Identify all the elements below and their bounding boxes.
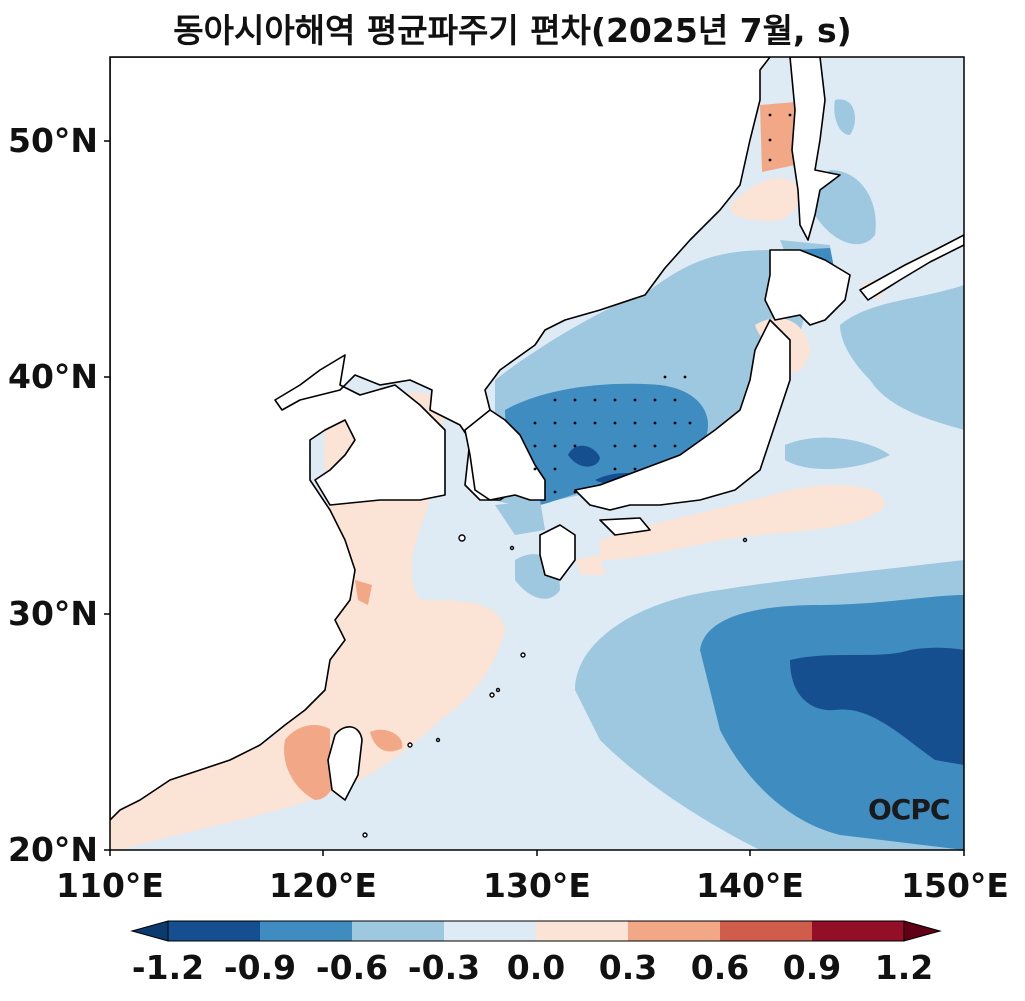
lon-tick-label: 130°E [483, 866, 591, 905]
colorbar-extend-right [903, 920, 942, 942]
map-title: 동아시아해역 평균파주기 편차(2025년 7월, s) [173, 11, 852, 50]
colorbar-bin [720, 921, 812, 941]
pacific-band-m12 [790, 647, 964, 765]
colorbar-bin [536, 921, 628, 941]
taiwan [327, 726, 363, 801]
colorbar-bin [444, 921, 536, 941]
eastsea-band-m09 [505, 383, 708, 505]
lat-tick-label: 40°N [8, 357, 99, 396]
colorbar-bin [352, 921, 444, 941]
lon-tick-label: 150°E [901, 866, 1009, 905]
lon-tick-label: 120°E [269, 866, 377, 905]
eastsea-band-m12 [568, 445, 600, 467]
lat-tick-label: 20°N [8, 830, 99, 869]
korean-peninsula [464, 409, 546, 501]
colorbar-bin [812, 921, 904, 941]
pacific-east-blue [840, 285, 964, 430]
colorbar-tick-label: -0.6 [315, 948, 389, 987]
colorbar-bin [260, 921, 352, 941]
colorbar-tick-label: -0.9 [223, 948, 297, 987]
kuril-island [859, 234, 964, 301]
honshu [574, 319, 791, 511]
yellowsea-band-p03 [110, 392, 505, 850]
colorbar-tick-label: 0.0 [506, 948, 566, 987]
colorbar-tick-label: -1.2 [131, 948, 205, 987]
small-islands [362, 534, 748, 838]
land [110, 57, 964, 821]
kyushu [539, 524, 576, 581]
okhotsk-blue [815, 170, 876, 245]
colorbar-extend-left [130, 920, 169, 942]
taiwan-strait-band-p06 [284, 725, 340, 800]
axis-ticks [104, 140, 965, 856]
lat-tick-label: 30°N [8, 594, 99, 633]
colorbar-tick-label: 0.6 [690, 948, 750, 987]
anomaly-field [110, 57, 964, 850]
colorbar-tick-label: 0.9 [782, 948, 842, 987]
pacific-patch-blue [785, 437, 890, 470]
colorbar-bin [168, 921, 260, 941]
colorbar-tick-label: -0.3 [407, 948, 481, 987]
colorbar-bin [628, 921, 720, 941]
colorbar [130, 920, 942, 942]
south-japan-band-p03 [600, 485, 885, 560]
okhotsk-blue-north [834, 99, 855, 135]
lon-tick-label: 140°E [696, 866, 804, 905]
tatar-band-p03 [730, 178, 800, 222]
colorbar-tick-label: 0.3 [598, 948, 658, 987]
korea-strait-blue [495, 500, 545, 535]
ocpc-logo: OCPC [868, 793, 950, 826]
ecs-patch-p06 [355, 580, 372, 605]
lon-tick-label: 110°E [56, 866, 164, 905]
significance-dots [533, 113, 792, 494]
taiwan-east-band-p06 [370, 729, 403, 752]
tatar-band-p06 [760, 102, 795, 172]
colorbar-tick-label: 1.2 [874, 948, 934, 987]
sakhalin [789, 57, 841, 241]
asia-mainland [110, 57, 771, 821]
lat-tick-label: 50°N [8, 121, 99, 160]
shikoku [599, 517, 651, 536]
kyushu-south-band-p03 [575, 555, 605, 575]
hokkaido [764, 249, 851, 326]
